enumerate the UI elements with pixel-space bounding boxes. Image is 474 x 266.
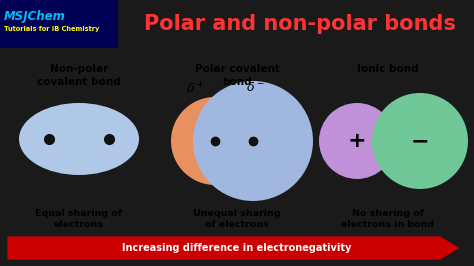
Text: No sharing of
electrons in bond: No sharing of electrons in bond <box>341 209 435 229</box>
Ellipse shape <box>19 103 139 175</box>
Circle shape <box>372 93 468 189</box>
Text: −: − <box>410 131 429 151</box>
Text: Unequal sharing
of electrons: Unequal sharing of electrons <box>193 209 281 229</box>
Text: Tutorials for IB Chemistry: Tutorials for IB Chemistry <box>4 26 100 32</box>
Text: Polar and non-polar bonds: Polar and non-polar bonds <box>144 14 456 34</box>
Text: Equal sharing of
electrons: Equal sharing of electrons <box>36 209 122 229</box>
Text: MSJChem: MSJChem <box>4 10 66 23</box>
Circle shape <box>193 81 313 201</box>
Circle shape <box>171 97 259 185</box>
Text: Increasing difference in electronegativity: Increasing difference in electronegativi… <box>122 243 352 253</box>
Text: $\delta^-$: $\delta^-$ <box>246 81 264 94</box>
Circle shape <box>319 103 395 179</box>
FancyArrow shape <box>8 237 458 259</box>
Text: $\delta^+$: $\delta^+$ <box>186 81 204 96</box>
FancyBboxPatch shape <box>0 0 118 48</box>
Text: +: + <box>348 131 366 151</box>
Text: Polar covalent
bond: Polar covalent bond <box>194 64 280 87</box>
Text: Ionic bond: Ionic bond <box>357 64 419 74</box>
Text: Non-polar
covalent bond: Non-polar covalent bond <box>37 64 121 87</box>
